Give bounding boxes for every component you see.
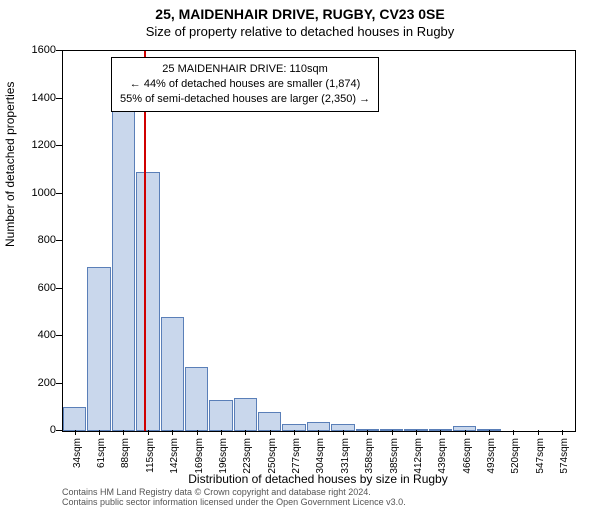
info-line-smaller: ← 44% of detached houses are smaller (1,… xyxy=(120,77,370,92)
info-line-size: 25 MAIDENHAIR DRIVE: 110sqm xyxy=(120,62,370,77)
x-tick-mark xyxy=(562,430,563,435)
info-line-larger: 55% of semi-detached houses are larger (… xyxy=(120,92,370,107)
x-tick-label: 115sqm xyxy=(145,438,156,473)
y-tick-label: 1400 xyxy=(32,92,56,104)
histogram-bar xyxy=(87,267,110,431)
y-axis-ticks: 02004006008001000120014001600 xyxy=(0,50,60,430)
x-tick-label: 304sqm xyxy=(315,438,326,474)
x-tick-mark xyxy=(513,430,514,435)
x-tick-label: 574sqm xyxy=(559,438,570,474)
x-tick-label: 331sqm xyxy=(340,438,351,474)
x-tick-label: 385sqm xyxy=(389,438,400,474)
x-tick-mark xyxy=(123,430,124,435)
x-tick-label: 520sqm xyxy=(510,438,521,474)
y-tick-label: 1200 xyxy=(32,139,56,151)
footer-attribution: Contains HM Land Registry data © Crown c… xyxy=(62,488,574,508)
x-tick-mark xyxy=(75,430,76,435)
x-tick-mark xyxy=(465,430,466,435)
x-tick-mark xyxy=(392,430,393,435)
x-tick-mark xyxy=(367,430,368,435)
x-tick-label: 466sqm xyxy=(462,438,473,474)
x-tick-mark xyxy=(318,430,319,435)
histogram-bar xyxy=(136,172,159,431)
y-tick-label: 1000 xyxy=(32,187,56,199)
chart-plot-area: 25 MAIDENHAIR DRIVE: 110sqm ← 44% of det… xyxy=(62,50,576,432)
y-tick-label: 200 xyxy=(38,377,56,389)
histogram-bar xyxy=(258,412,281,431)
page-subtitle: Size of property relative to detached ho… xyxy=(0,24,600,39)
x-tick-label: 277sqm xyxy=(291,438,302,474)
x-tick-label: 493sqm xyxy=(486,438,497,474)
y-tick-label: 600 xyxy=(38,282,56,294)
x-tick-label: 88sqm xyxy=(120,438,131,468)
histogram-bar xyxy=(209,400,232,431)
x-tick-label: 196sqm xyxy=(218,438,229,474)
histogram-bar xyxy=(112,89,135,431)
x-tick-mark xyxy=(197,430,198,435)
histogram-bar xyxy=(234,398,257,431)
x-tick-mark xyxy=(221,430,222,435)
x-tick-mark xyxy=(343,430,344,435)
x-axis-label: Distribution of detached houses by size … xyxy=(62,472,574,486)
y-tick-label: 400 xyxy=(38,329,56,341)
x-tick-mark xyxy=(416,430,417,435)
x-tick-label: 223sqm xyxy=(242,438,253,474)
x-tick-label: 358sqm xyxy=(364,438,375,474)
x-tick-label: 250sqm xyxy=(267,438,278,474)
x-tick-label: 34sqm xyxy=(72,438,83,468)
x-tick-label: 412sqm xyxy=(413,438,424,474)
x-tick-mark xyxy=(245,430,246,435)
histogram-bar xyxy=(63,407,86,431)
footer-line-2: Contains public sector information licen… xyxy=(62,498,574,508)
x-tick-mark xyxy=(99,430,100,435)
x-tick-label: 142sqm xyxy=(169,438,180,474)
property-info-box: 25 MAIDENHAIR DRIVE: 110sqm ← 44% of det… xyxy=(111,57,379,112)
x-tick-mark xyxy=(294,430,295,435)
x-tick-mark xyxy=(270,430,271,435)
page-title: 25, MAIDENHAIR DRIVE, RUGBY, CV23 0SE xyxy=(0,6,600,22)
x-tick-label: 547sqm xyxy=(535,438,546,474)
x-tick-mark xyxy=(538,430,539,435)
histogram-bar xyxy=(161,317,184,431)
x-tick-mark xyxy=(172,430,173,435)
y-tick-label: 800 xyxy=(38,234,56,246)
x-tick-label: 169sqm xyxy=(194,438,205,474)
y-tick-label: 1600 xyxy=(32,44,56,56)
x-tick-label: 439sqm xyxy=(437,438,448,474)
x-tick-mark xyxy=(489,430,490,435)
x-tick-label: 61sqm xyxy=(96,438,107,468)
x-tick-mark xyxy=(148,430,149,435)
histogram-bar xyxy=(185,367,208,431)
x-tick-mark xyxy=(440,430,441,435)
